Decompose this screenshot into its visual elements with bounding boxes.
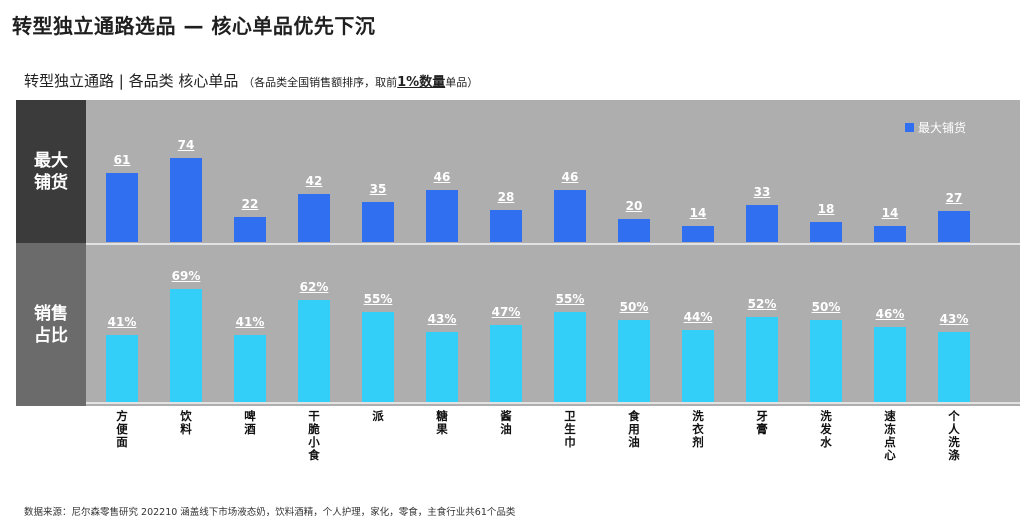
sales-share-value-label: 55%	[363, 292, 393, 306]
sales-share-bar	[810, 320, 842, 402]
sales-share-value-label: 50%	[811, 300, 841, 314]
distribution-value-label: 22	[241, 197, 259, 211]
distribution-value-label: 18	[817, 202, 835, 216]
row-label-sales-share: 销售占比	[16, 243, 86, 406]
category-label: 牙膏	[756, 409, 768, 436]
distribution-bar	[362, 202, 394, 242]
sales-share-bar	[618, 320, 650, 402]
distribution-bar	[682, 226, 714, 242]
distribution-value-label: 20	[625, 199, 643, 213]
distribution-value-label: 42	[305, 174, 323, 188]
distribution-bar	[618, 219, 650, 242]
sales-share-bar	[874, 327, 906, 402]
sales-share-value-label: 43%	[939, 312, 969, 326]
sales-share-value-label: 41%	[235, 315, 265, 329]
source-note: 数据来源：尼尔森零售研究 202210 涵盖线下市场液态奶，饮料酒精，个人护理，…	[24, 507, 516, 518]
distribution-bar	[490, 210, 522, 242]
distribution-bar	[170, 158, 202, 242]
distribution-bar	[426, 190, 458, 242]
sales-share-bar	[554, 312, 586, 402]
subtitle-main: 转型独立通路 | 各品类 核心单品	[24, 72, 239, 90]
distribution-bar	[810, 222, 842, 242]
sales-share-value-label: 44%	[683, 310, 713, 324]
sales-share-bar	[938, 332, 970, 402]
distribution-value-label: 35	[369, 182, 387, 196]
category-label: 啤酒	[244, 409, 256, 436]
sales-share-bar	[170, 289, 202, 402]
row-label-bottom-text: 销售占比	[34, 303, 68, 346]
distribution-value-label: 46	[561, 170, 579, 184]
distribution-value-label: 33	[753, 185, 771, 199]
category-label: 派	[372, 409, 384, 423]
sales-share-value-label: 62%	[299, 280, 329, 294]
subtitle-note-suffix: 单品）	[445, 76, 479, 89]
sales-share-value-label: 55%	[555, 292, 585, 306]
sales-share-bar	[106, 335, 138, 402]
category-label: 卫生巾	[564, 409, 576, 449]
distribution-bar	[106, 173, 138, 242]
sales-share-bar	[298, 300, 330, 402]
distribution-bar	[874, 226, 906, 242]
distribution-value-label: 46	[433, 170, 451, 184]
category-label: 干脆小食	[308, 409, 320, 462]
sales-share-bar	[234, 335, 266, 402]
distribution-bar	[234, 217, 266, 242]
category-label: 酱油	[500, 409, 512, 436]
distribution-value-label: 28	[497, 190, 515, 204]
chart-legend: 最大铺货	[905, 119, 966, 136]
sales-share-bar	[490, 325, 522, 402]
category-label: 方便面	[116, 409, 128, 449]
chart-subtitle: 转型独立通路 | 各品类 核心单品 （各品类全国销售额排序，取前1%数量单品）	[24, 70, 478, 91]
subtitle-note-emphasis: 1%数量	[397, 75, 446, 90]
sales-share-value-label: 46%	[875, 307, 905, 321]
section-divider	[86, 243, 1020, 245]
distribution-bar	[938, 211, 970, 242]
sales-share-value-label: 52%	[747, 297, 777, 311]
row-label-top-text: 最大铺货	[34, 150, 68, 193]
category-label: 饮料	[180, 409, 192, 436]
sales-share-value-label: 50%	[619, 300, 649, 314]
category-label: 食用油	[628, 409, 640, 449]
distribution-value-label: 14	[881, 206, 899, 220]
distribution-value-label: 14	[689, 206, 707, 220]
legend-swatch	[905, 123, 914, 132]
distribution-value-label: 27	[945, 191, 963, 205]
category-label: 糖果	[436, 409, 448, 436]
distribution-bar	[298, 194, 330, 242]
sales-share-value-label: 43%	[427, 312, 457, 326]
sales-share-value-label: 69%	[171, 269, 201, 283]
sales-share-value-label: 41%	[107, 315, 137, 329]
subtitle-note: （各品类全国销售额排序，取前1%数量单品）	[243, 75, 479, 90]
sales-share-bar	[426, 332, 458, 402]
category-label: 速冻点心	[884, 409, 896, 462]
distribution-value-label: 61	[113, 153, 131, 167]
subtitle-note-prefix: （各品类全国销售额排序，取前	[243, 76, 398, 89]
page-title: 转型独立通路选品 — 核心单品优先下沉	[12, 14, 376, 38]
distribution-bar	[554, 190, 586, 242]
distribution-bar	[746, 205, 778, 242]
sales-share-value-label: 47%	[491, 305, 521, 319]
distribution-value-label: 74	[177, 138, 195, 152]
legend-label: 最大铺货	[918, 121, 967, 135]
chart-baseline	[86, 402, 1020, 404]
category-label: 洗发水	[820, 409, 832, 449]
sales-share-bar	[362, 312, 394, 402]
sales-share-bar	[682, 330, 714, 402]
sales-share-bar	[746, 317, 778, 402]
category-label: 个人洗涤	[948, 409, 960, 462]
row-label-max-distribution: 最大铺货	[16, 100, 86, 243]
category-label: 洗衣剂	[692, 409, 704, 449]
